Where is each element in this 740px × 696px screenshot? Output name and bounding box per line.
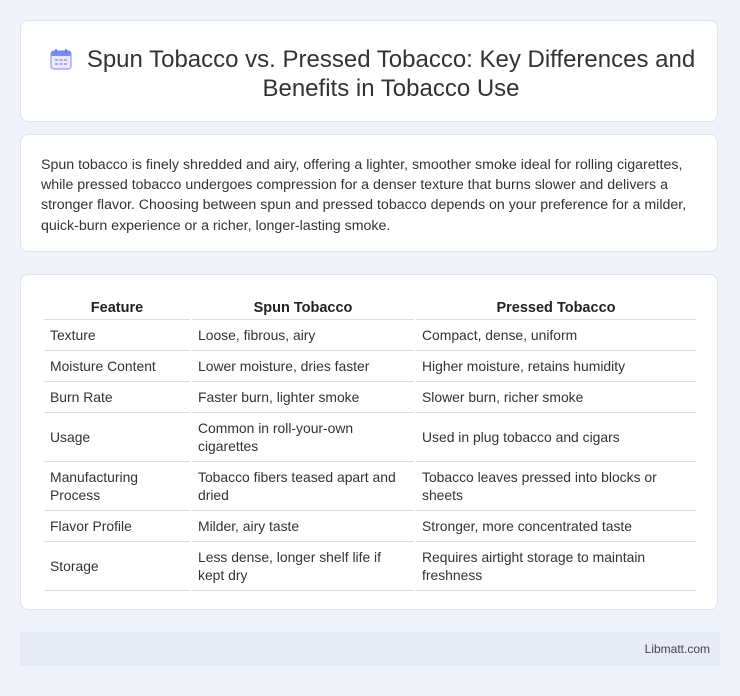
table-row: Storage Less dense, longer shelf life if… [44,542,696,591]
comparison-table: Feature Spun Tobacco Pressed Tobacco Tex… [42,295,698,591]
spun-cell: Milder, airy taste [192,511,414,542]
pressed-cell: Tobacco leaves pressed into blocks or sh… [416,462,696,511]
pressed-cell: Slower burn, richer smoke [416,382,696,413]
page-title: Spun Tobacco vs. Pressed Tobacco: Key Di… [86,46,696,102]
footer-bar: Libmatt.com [20,632,720,666]
table-row: Texture Loose, fibrous, airy Compact, de… [44,320,696,351]
feature-cell: Moisture Content [44,351,190,382]
feature-cell: Flavor Profile [44,511,190,542]
table-row: Burn Rate Faster burn, lighter smoke Slo… [44,382,696,413]
feature-cell: Usage [44,413,190,462]
table-row: Flavor Profile Milder, airy taste Strong… [44,511,696,542]
footer-brand[interactable]: Libmatt.com [644,642,710,656]
calendar-icon [49,47,73,71]
table-row: Manufacturing Process Tobacco fibers tea… [44,462,696,511]
header-spun: Spun Tobacco [192,295,414,320]
spun-cell: Lower moisture, dries faster [192,351,414,382]
feature-cell: Storage [44,542,190,591]
feature-cell: Burn Rate [44,382,190,413]
spun-cell: Tobacco fibers teased apart and dried [192,462,414,511]
pressed-cell: Compact, dense, uniform [416,320,696,351]
pressed-cell: Stronger, more concentrated taste [416,511,696,542]
spun-cell: Loose, fibrous, airy [192,320,414,351]
table-row: Usage Common in roll-your-own cigarettes… [44,413,696,462]
spun-cell: Common in roll-your-own cigarettes [192,413,414,462]
comparison-card: Feature Spun Tobacco Pressed Tobacco Tex… [20,274,718,610]
header-feature: Feature [44,295,190,320]
title-card: Spun Tobacco vs. Pressed Tobacco: Key Di… [20,20,718,122]
intro-card: Spun tobacco is finely shredded and airy… [20,134,718,252]
spun-cell: Faster burn, lighter smoke [192,382,414,413]
intro-paragraph: Spun tobacco is finely shredded and airy… [41,157,687,234]
table-row: Moisture Content Lower moisture, dries f… [44,351,696,382]
table-header-row: Feature Spun Tobacco Pressed Tobacco [44,295,696,320]
feature-cell: Texture [44,320,190,351]
pressed-cell: Requires airtight storage to maintain fr… [416,542,696,591]
spun-cell: Less dense, longer shelf life if kept dr… [192,542,414,591]
header-pressed: Pressed Tobacco [416,295,696,320]
feature-cell: Manufacturing Process [44,462,190,511]
pressed-cell: Used in plug tobacco and cigars [416,413,696,462]
pressed-cell: Higher moisture, retains humidity [416,351,696,382]
